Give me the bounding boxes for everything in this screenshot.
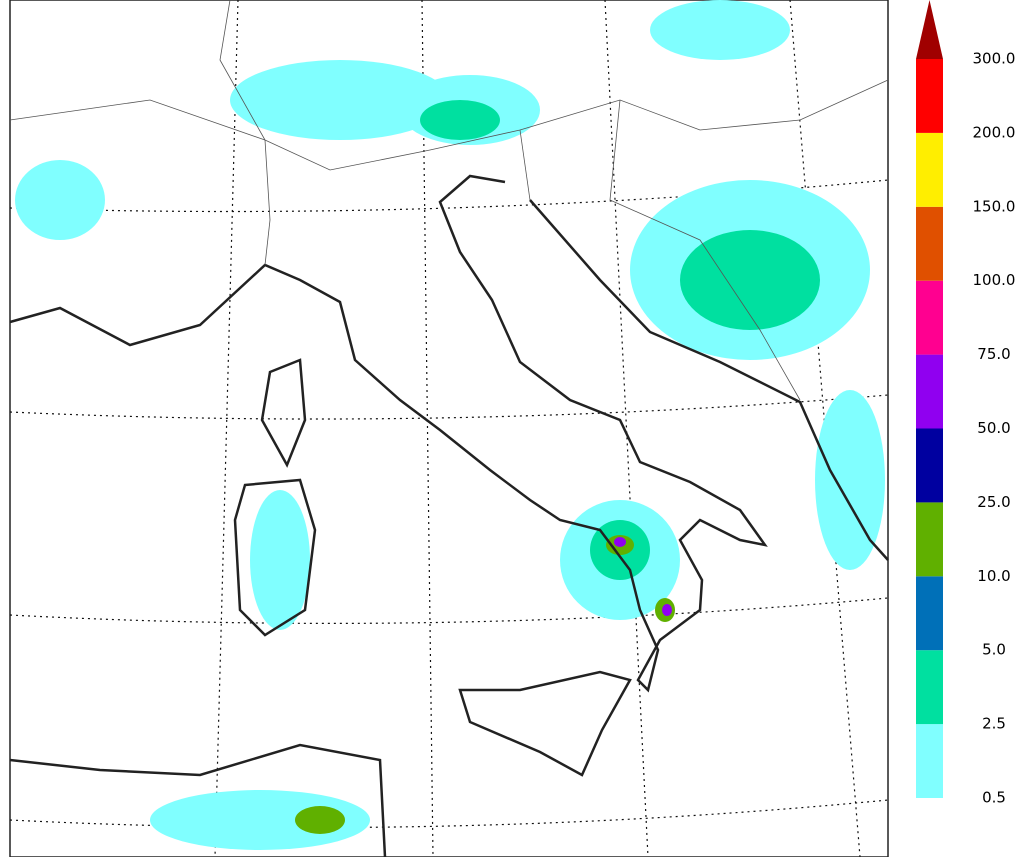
colorbar-segment bbox=[916, 280, 943, 355]
colorbar-segment bbox=[916, 576, 943, 651]
precipitation bbox=[15, 0, 885, 850]
map bbox=[9, 0, 889, 857]
colorbar-extend-arrow bbox=[916, 0, 943, 59]
colorbar-label: 200.0 bbox=[973, 123, 1016, 141]
colorbar-label: 5.0 bbox=[982, 641, 1006, 659]
colorbar-label: 2.5 bbox=[982, 715, 1006, 733]
colorbar-segment bbox=[916, 132, 943, 207]
colorbar-label: 10.0 bbox=[977, 567, 1010, 585]
colorbar-segment bbox=[916, 428, 943, 503]
colorbar-label: 75.0 bbox=[977, 345, 1010, 363]
colorbar-segment bbox=[916, 724, 943, 798]
colorbar: 0.5 2.5 5.0 10.0 25.0 50.0 75.0 100.0 150.0 200.0… bbox=[916, 0, 1015, 807]
colorbar-label: 0.5 bbox=[982, 789, 1006, 807]
colorbar-segment bbox=[916, 354, 943, 429]
colorbar-label: 100.0 bbox=[973, 271, 1016, 289]
borders bbox=[9, 0, 889, 401]
colorbar-segment bbox=[916, 206, 943, 281]
coastlines bbox=[9, 174, 889, 857]
colorbar-label: 150.0 bbox=[973, 197, 1016, 215]
colorbar-segment bbox=[916, 59, 943, 133]
colorbar-label: 300.0 bbox=[973, 50, 1016, 68]
colorbar-label: 50.0 bbox=[977, 419, 1010, 437]
colorbar-segment bbox=[916, 650, 943, 725]
colorbar-label: 25.0 bbox=[977, 493, 1010, 511]
colorbar-segment bbox=[916, 502, 943, 577]
